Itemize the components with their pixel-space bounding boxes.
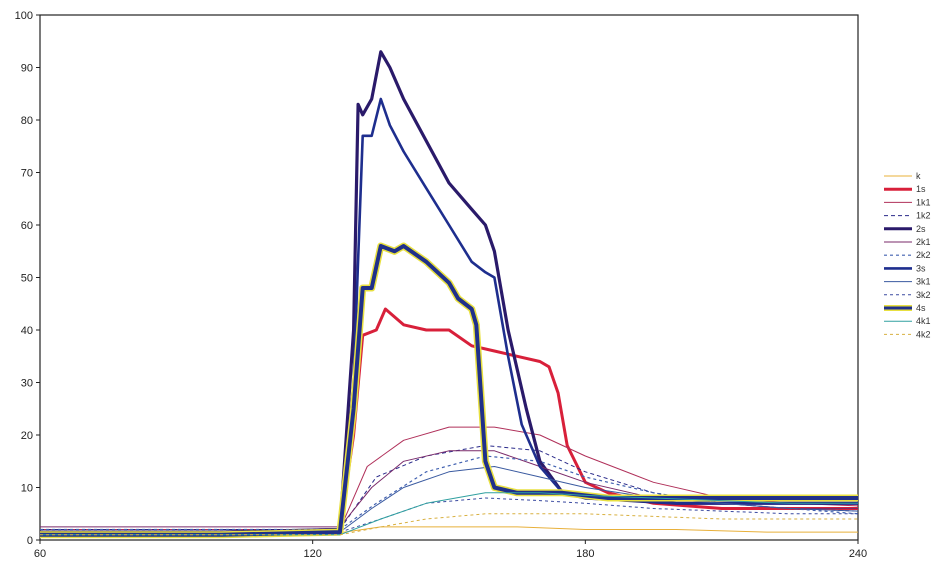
y-axis: 0 10 20 30 40 50 60 70 80 90 100 [15,10,40,547]
legend-label-1s: 1s [916,184,926,194]
x-tick-label: 120 [303,548,321,560]
series-lines [40,50,859,539]
legend-label-4k1: 4k1 [916,316,931,326]
y-tick-label: 100 [15,10,33,22]
legend: k 1s 1k1 1k2 2s 2k1 2k2 3s 3k1 3k2 4s 4k1 4k2 [884,171,931,339]
legend-label-1k2: 1k2 [916,211,931,221]
legend-label-2k2: 2k2 [916,250,931,260]
legend-label-3s: 3s [916,263,926,273]
series-line-2k2 [40,455,859,531]
legend-label-3k2: 3k2 [916,290,931,300]
legend-label-1k1: 1k1 [916,197,931,207]
series-line-4k1 [40,492,858,536]
series-line-4k2 [40,513,858,536]
y-tick-label: 40 [21,325,33,337]
y-tick-label: 60 [21,220,33,232]
legend-label-4k2: 4k2 [916,329,931,339]
x-tick-label: 180 [576,548,594,560]
y-tick-label: 20 [21,430,33,442]
x-axis: 60 120 180 240 [34,540,867,560]
y-tick-label: 10 [21,483,33,495]
y-tick-label: 0 [27,535,33,547]
plot-area [39,14,859,541]
y-tick-label: 90 [21,63,33,75]
legend-label-3k1: 3k1 [916,277,931,287]
y-tick-label: 80 [21,115,33,127]
legend-label-2k1: 2k1 [916,237,931,247]
y-tick-label: 30 [21,378,33,390]
legend-label-k: k [916,171,921,181]
series-line-3k2 [40,497,858,533]
y-tick-label: 70 [21,168,33,180]
legend-label-4s: 4s [916,303,926,313]
x-tick-label: 60 [34,548,46,560]
legend-label-2s: 2s [916,224,926,234]
y-tick-label: 50 [21,273,33,285]
x-tick-label: 240 [849,548,867,560]
